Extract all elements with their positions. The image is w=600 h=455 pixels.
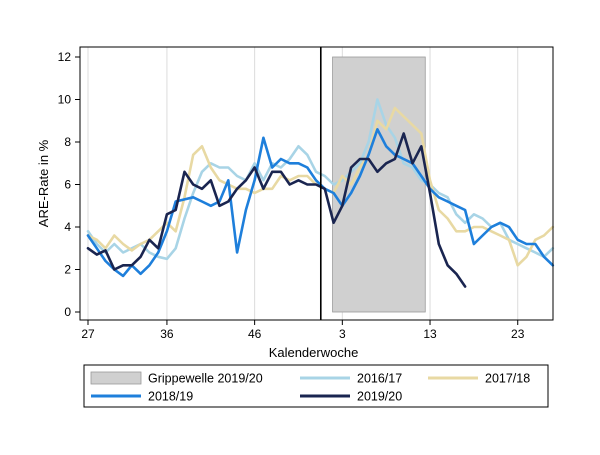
series-line-2019-20 — [86, 132, 467, 288]
y-axis-title: ARE-Rate in % — [36, 139, 51, 227]
legend-box — [83, 364, 549, 408]
legend-label: 2018/19 — [148, 390, 193, 404]
y-tick-label: 6 — [64, 178, 71, 192]
legend-label: 2016/17 — [357, 372, 402, 386]
y-tick-label: 0 — [64, 305, 71, 319]
y-tick-label: 2 — [64, 263, 71, 277]
x-tick-label: 13 — [423, 327, 437, 341]
x-axis-title: Kalenderwoche — [269, 345, 359, 360]
y-tick-label: 4 — [64, 220, 71, 234]
x-tick-label: 3 — [339, 327, 346, 341]
y-tick-label: 10 — [58, 93, 72, 107]
legend-key-Grippewelle-2019-20 — [90, 371, 142, 385]
y-tick-label: 8 — [64, 135, 71, 149]
legend-label: 2019/20 — [357, 390, 402, 404]
x-tick-label: 46 — [248, 327, 262, 341]
legend-label: 2017/18 — [485, 372, 530, 386]
plot-frame — [79, 46, 554, 321]
legend-label: Grippewelle 2019/20 — [148, 372, 263, 386]
x-tick-label: 27 — [81, 327, 95, 341]
legend: Grippewelle 2019/20 2016/17 2017/18 2018/19… — [83, 364, 549, 408]
x-tick-label: 36 — [160, 327, 174, 341]
plot-frame-layer — [79, 46, 554, 321]
x-tick-label: 23 — [511, 327, 525, 341]
y-tick-label: 12 — [58, 50, 72, 64]
